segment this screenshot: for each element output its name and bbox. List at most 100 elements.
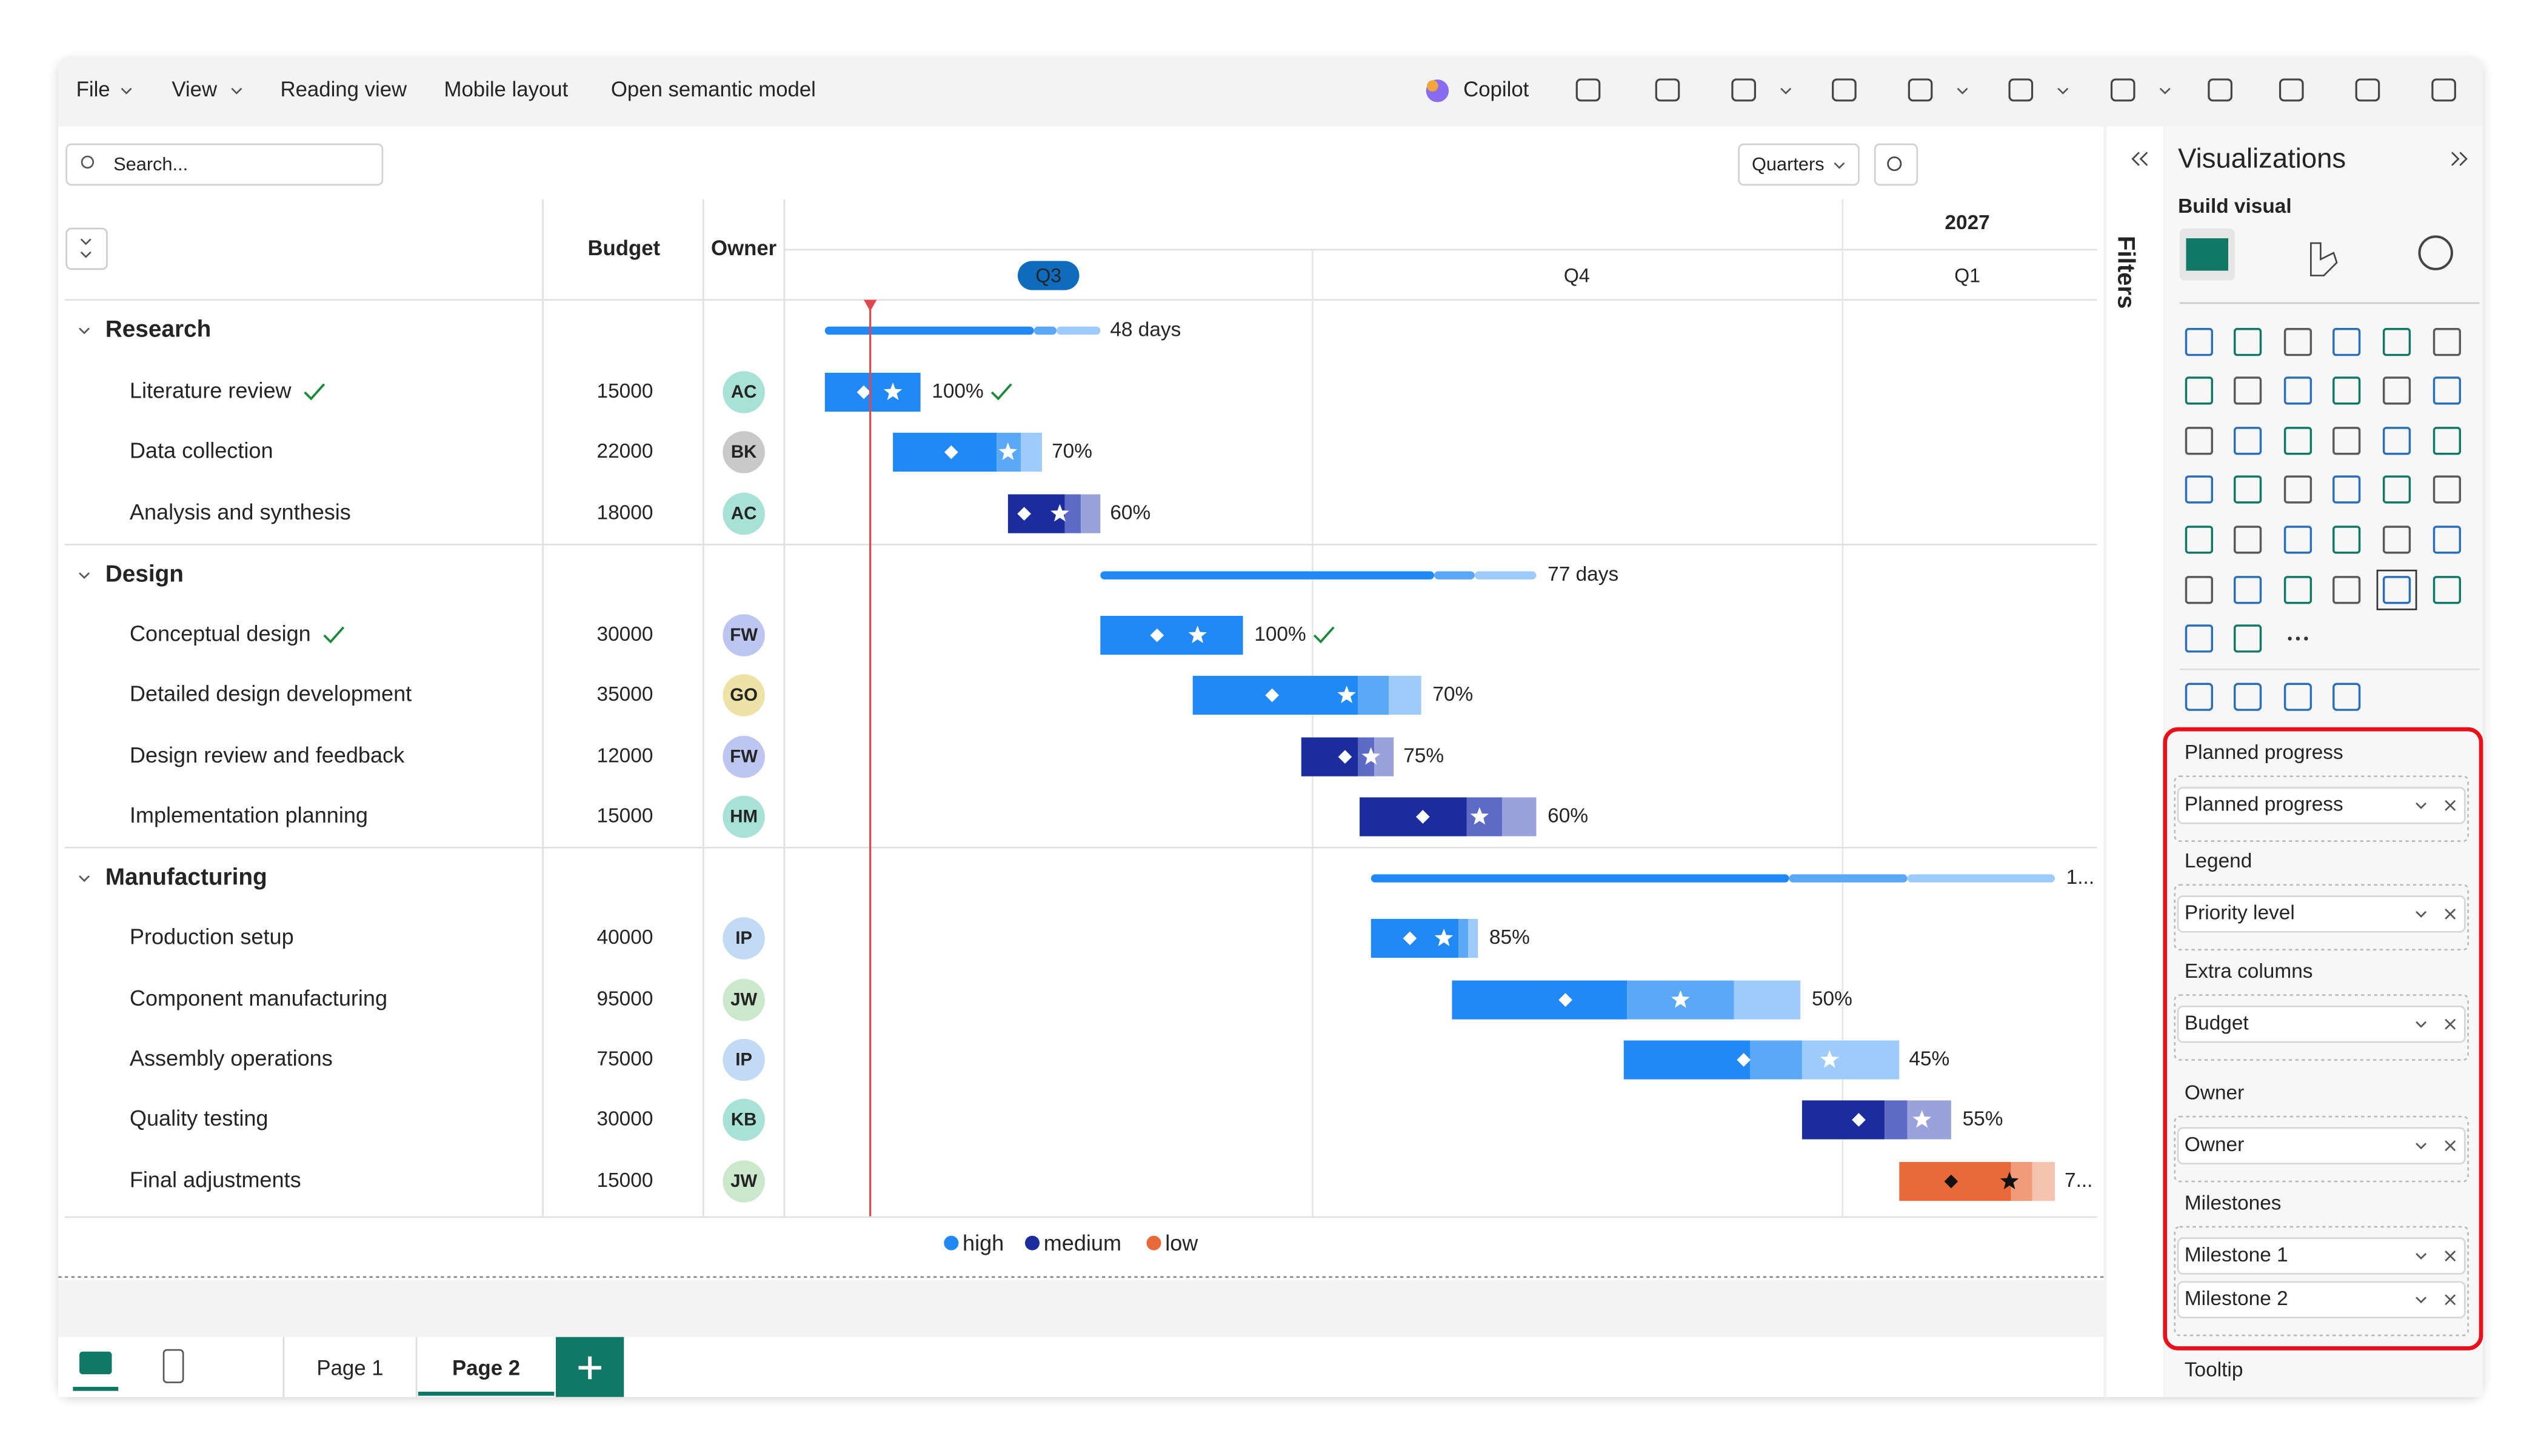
milestone-2 bbox=[1361, 747, 1381, 765]
visual-type-icon[interactable] bbox=[2332, 376, 2361, 405]
visual-type-icon[interactable] bbox=[2332, 328, 2361, 356]
visual-type-icon[interactable] bbox=[2332, 475, 2361, 504]
task-budget: 35000 bbox=[597, 683, 653, 706]
owner-avatar bbox=[723, 614, 765, 656]
zoom-button[interactable] bbox=[1874, 143, 1918, 186]
custom-visual-icon[interactable] bbox=[2332, 683, 2361, 711]
visual-type-icon[interactable] bbox=[2432, 475, 2462, 504]
visual-type-icon[interactable] bbox=[2432, 376, 2462, 405]
custom-visual-icon[interactable] bbox=[2233, 683, 2262, 711]
task-name: Data collection bbox=[130, 438, 273, 463]
visual-type-icon[interactable] bbox=[2382, 576, 2411, 604]
visual-type-icon[interactable] bbox=[2233, 624, 2262, 653]
visual-type-icon[interactable] bbox=[2185, 475, 2214, 504]
remove-field[interactable] bbox=[2445, 1251, 2456, 1261]
remove-field[interactable] bbox=[2445, 908, 2456, 920]
visual-type-icon[interactable] bbox=[2185, 427, 2214, 455]
visual-type-icon[interactable] bbox=[2283, 427, 2312, 455]
toolbar-icon[interactable] bbox=[1655, 78, 1680, 102]
visual-type-icon[interactable] bbox=[2185, 376, 2214, 405]
visual-type-icon[interactable] bbox=[2332, 526, 2361, 554]
toolbar-icon[interactable] bbox=[1832, 78, 1857, 102]
format-visual-tab[interactable] bbox=[2310, 242, 2338, 276]
page-tab: Page 2 bbox=[452, 1357, 520, 1380]
visual-type-icon[interactable] bbox=[2233, 475, 2262, 504]
group-toggle bbox=[79, 572, 90, 579]
visual-type-icon[interactable] bbox=[2233, 576, 2262, 604]
owner-avatar bbox=[723, 1098, 765, 1141]
owner-initials: AC bbox=[731, 382, 756, 402]
toolbar-icon[interactable] bbox=[1908, 78, 1933, 102]
milestone-2 bbox=[1912, 1110, 1931, 1128]
custom-visual-icon[interactable] bbox=[2283, 683, 2312, 711]
timescale-dropdown[interactable] bbox=[1738, 143, 1860, 186]
visual-type-icon[interactable] bbox=[2233, 526, 2262, 554]
visual-type-icon[interactable] bbox=[2233, 328, 2262, 356]
visual-type-icon[interactable] bbox=[2233, 427, 2262, 455]
analytics-tab[interactable] bbox=[2418, 235, 2453, 270]
visual-type-icon[interactable] bbox=[2283, 376, 2312, 405]
toolbar-icon[interactable] bbox=[2110, 78, 2135, 102]
remove-field[interactable] bbox=[2445, 1018, 2456, 1030]
search-box[interactable] bbox=[65, 143, 384, 186]
collapse-all[interactable] bbox=[65, 227, 108, 270]
toolbar-icon[interactable] bbox=[2208, 78, 2232, 102]
task-bar bbox=[1468, 918, 1478, 958]
owner-initials: GO bbox=[730, 685, 758, 705]
visual-type-icon[interactable] bbox=[2382, 526, 2411, 554]
task-name: Implementation planning bbox=[130, 803, 368, 827]
remove-field[interactable] bbox=[2445, 1294, 2456, 1306]
visual-type-icon[interactable] bbox=[2283, 475, 2312, 504]
field-pill[interactable] bbox=[2177, 1127, 2466, 1164]
task-name: Conceptual design bbox=[130, 621, 311, 646]
visual-type-icon[interactable] bbox=[2432, 427, 2462, 455]
remove-field[interactable] bbox=[2445, 800, 2456, 811]
more-visuals-dot bbox=[2304, 636, 2308, 641]
summary-bar bbox=[1789, 874, 1908, 883]
remove-field[interactable] bbox=[2445, 1140, 2456, 1152]
visual-type-icon[interactable] bbox=[2382, 475, 2411, 504]
collapse-pane[interactable] bbox=[2451, 152, 2468, 166]
field-pill[interactable] bbox=[2177, 1005, 2466, 1043]
summary-bar bbox=[1100, 571, 1435, 579]
legend-dot bbox=[1146, 1235, 1161, 1251]
legend-dot bbox=[944, 1235, 959, 1251]
expand-filters[interactable] bbox=[2131, 152, 2148, 166]
visual-type-icon[interactable] bbox=[2432, 328, 2462, 356]
visual-type-icon[interactable] bbox=[2432, 576, 2462, 604]
owner-initials: IP bbox=[735, 928, 752, 948]
field-pill[interactable] bbox=[2177, 895, 2466, 933]
owner-header: Owner bbox=[711, 237, 776, 260]
toolbar-icon[interactable] bbox=[1731, 78, 1756, 102]
task-bar bbox=[1801, 1100, 1885, 1140]
toolbar-icon[interactable] bbox=[2008, 78, 2034, 102]
visual-type-icon[interactable] bbox=[2185, 328, 2214, 356]
visual-type-icon[interactable] bbox=[2283, 576, 2312, 604]
task-progress: 45% bbox=[1909, 1047, 1949, 1070]
field-pill[interactable] bbox=[2177, 1237, 2466, 1275]
visual-type-icon[interactable] bbox=[2233, 376, 2262, 405]
visual-type-icon[interactable] bbox=[2382, 376, 2411, 405]
toolbar-icon[interactable] bbox=[2431, 78, 2456, 102]
summary-bar bbox=[1474, 571, 1537, 579]
visual-type-icon[interactable] bbox=[2382, 328, 2411, 356]
field-pill[interactable] bbox=[2177, 1281, 2466, 1318]
visual-type-icon[interactable] bbox=[2185, 526, 2214, 554]
toolbar-icon[interactable] bbox=[2355, 78, 2380, 102]
toolbar-icon[interactable] bbox=[1575, 78, 1601, 102]
visual-type-icon[interactable] bbox=[2185, 624, 2214, 653]
visual-type-icon[interactable] bbox=[2332, 576, 2361, 604]
visual-type-icon[interactable] bbox=[2382, 427, 2411, 455]
visual-type-icon[interactable] bbox=[2185, 576, 2214, 604]
field-pill[interactable] bbox=[2177, 787, 2466, 824]
toolbar-icon[interactable] bbox=[2279, 78, 2304, 102]
visual-type-icon[interactable] bbox=[2283, 526, 2312, 554]
desktop-view-icon[interactable] bbox=[79, 1351, 112, 1375]
custom-visual-icon[interactable] bbox=[2185, 683, 2214, 711]
field-well bbox=[2174, 994, 2469, 1061]
visual-type-icon[interactable] bbox=[2283, 328, 2312, 356]
visual-type-icon[interactable] bbox=[2332, 427, 2361, 455]
visual-type-icon[interactable] bbox=[2432, 526, 2462, 554]
pane-subtitle: Build visual bbox=[2178, 195, 2292, 218]
mobile-view-icon[interactable] bbox=[162, 1349, 184, 1383]
